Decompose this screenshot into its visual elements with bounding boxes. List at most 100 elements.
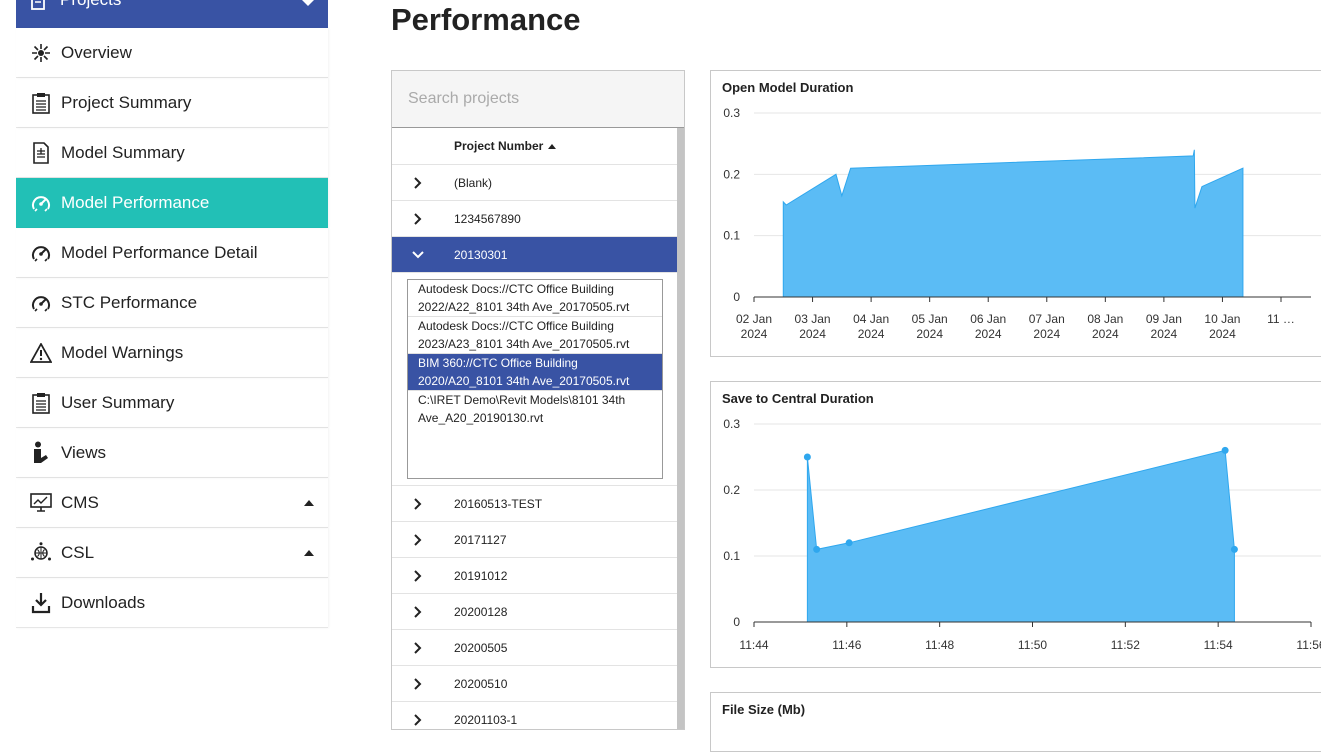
x-tick-label: 07 Jan <box>1029 312 1065 326</box>
chevron-right-icon[interactable] <box>392 176 454 189</box>
chevron-right-icon[interactable] <box>392 641 454 654</box>
x-tick-label: 11:54 <box>1204 638 1233 652</box>
sidebar-item-stc-performance[interactable]: STC Performance <box>16 278 328 328</box>
sidebar-item-label: STC Performance <box>61 292 198 312</box>
sidebar-item-user-summary[interactable]: User Summary <box>16 378 328 428</box>
download-icon <box>30 592 52 614</box>
project-row[interactable]: 20171127 <box>392 522 677 558</box>
project-number: 20130301 <box>454 247 508 262</box>
y-tick-label: 0.2 <box>723 483 740 497</box>
clipboard-icon <box>30 392 52 414</box>
model-path-line: BIM 360://CTC Office Building <box>418 356 578 370</box>
model-path-line: Autodesk Docs://CTC Office Building <box>418 282 614 296</box>
page-title: Performance <box>391 2 581 37</box>
x-tick-label-year: 2024 <box>858 327 885 341</box>
project-row[interactable]: 20160513-TEST <box>392 486 677 522</box>
search-projects-input[interactable] <box>392 71 684 128</box>
project-row[interactable]: 20200128 <box>392 594 677 630</box>
projects-icon <box>30 0 48 10</box>
project-number: 20200505 <box>454 640 508 655</box>
speedometer-icon <box>30 192 52 214</box>
globe-icon <box>30 541 52 564</box>
chevron-down-icon[interactable] <box>392 250 454 260</box>
project-number: 20200128 <box>454 604 508 619</box>
sidebar-item-label: Views <box>61 442 107 462</box>
project-row[interactable]: 20200505 <box>392 630 677 666</box>
document-icon <box>30 141 52 164</box>
sidebar-item-label: CMS <box>61 492 99 512</box>
project-row[interactable]: 20201103-1 <box>392 702 677 729</box>
model-item-selected[interactable]: BIM 360://CTC Office Building 2020/A20_8… <box>408 354 662 391</box>
chevron-right-icon[interactable] <box>392 497 454 510</box>
warning-icon <box>30 342 52 364</box>
x-tick-label-year: 2024 <box>799 327 826 341</box>
chart-title: Open Model Duration <box>722 80 854 95</box>
data-point <box>803 453 811 461</box>
speedometer-icon <box>30 242 52 264</box>
y-tick-label: 0.1 <box>723 229 740 243</box>
area-series <box>782 149 1244 298</box>
sidebar-item-downloads[interactable]: Downloads <box>16 578 328 628</box>
model-item[interactable]: Autodesk Docs://CTC Office Building 2022… <box>408 280 662 317</box>
data-point <box>845 539 853 547</box>
column-header-project-number[interactable]: Project Number <box>392 128 677 165</box>
chevron-right-icon[interactable] <box>392 713 454 726</box>
sidebar-item-csl[interactable]: CSL <box>16 528 328 578</box>
x-tick-label: 11:46 <box>832 638 861 652</box>
chevron-right-icon[interactable] <box>392 569 454 582</box>
sidebar-item-model-summary[interactable]: Model Summary <box>16 128 328 178</box>
chart-title: File Size (Mb) <box>722 702 806 717</box>
person-icon <box>30 441 52 464</box>
sidebar-item-cms[interactable]: CMS <box>16 478 328 528</box>
project-number: 20201103-1 <box>454 712 518 727</box>
x-tick-label-year: 2024 <box>741 327 768 341</box>
chart-save-to-central-duration: Save to Central Duration 0 0.1 0.2 0.3 11:44… <box>710 381 1321 668</box>
sidebar-item-label: Model Performance Detail <box>61 242 258 262</box>
x-tick-label-year: 2024 <box>1209 327 1236 341</box>
project-number: 20160513-TEST <box>454 496 543 511</box>
model-item[interactable]: C:\IRET Demo\Revit Models\8101 34th Ave_… <box>408 391 662 427</box>
sidebar-item-model-warnings[interactable]: Model Warnings <box>16 328 328 378</box>
project-row[interactable]: (Blank) <box>392 165 677 201</box>
model-item[interactable]: Autodesk Docs://CTC Office Building 2023… <box>408 317 662 354</box>
project-row-selected[interactable]: 20130301 <box>392 237 677 273</box>
clipboard-icon <box>30 92 52 114</box>
y-tick-label: 0 <box>733 290 740 304</box>
chevron-right-icon[interactable] <box>392 677 454 690</box>
project-number: 1234567890 <box>454 211 521 226</box>
chart-open-model-duration: Open Model Duration 0 0.1 0.2 0.3 02 Jan 2024… <box>710 70 1321 357</box>
project-row[interactable]: 20200510 <box>392 666 677 702</box>
x-tick-label: 11:48 <box>925 638 954 652</box>
model-path-line: Autodesk Docs://CTC Office Building <box>418 319 614 333</box>
sidebar-item-views[interactable]: Views <box>16 428 328 478</box>
model-list[interactable]: Autodesk Docs://CTC Office Building 2022… <box>407 279 663 479</box>
x-tick-label: 11:52 <box>1111 638 1140 652</box>
sidebar-item-project-summary[interactable]: Project Summary <box>16 78 328 128</box>
project-number: 20171127 <box>454 532 507 547</box>
chevron-right-icon[interactable] <box>392 533 454 546</box>
sidebar-item-overview[interactable]: Overview <box>16 28 328 78</box>
projects-menu-header[interactable]: Projects <box>16 0 328 28</box>
chevron-right-icon[interactable] <box>392 605 454 618</box>
x-tick-label: 10 Jan <box>1204 312 1240 326</box>
sidebar-item-model-performance[interactable]: Model Performance <box>16 178 328 228</box>
sidebar-item-label: CSL <box>61 542 95 562</box>
overview-icon <box>30 42 52 64</box>
project-row[interactable]: 20191012 <box>392 558 677 594</box>
scrollbar[interactable] <box>677 128 684 729</box>
project-row[interactable]: 1234567890 <box>392 201 677 237</box>
sidebar-item-label: Model Performance <box>61 192 210 212</box>
monitor-icon <box>30 492 52 514</box>
area-series <box>806 449 1235 623</box>
sidebar-item-model-performance-detail[interactable]: Model Performance Detail <box>16 228 328 278</box>
chevron-up-icon[interactable] <box>304 499 314 506</box>
chevron-down-icon[interactable] <box>302 0 314 6</box>
project-number: 20191012 <box>454 568 508 583</box>
y-tick-label: 0.1 <box>723 549 740 563</box>
x-tick-label-year: 2024 <box>975 327 1002 341</box>
chevron-up-icon[interactable] <box>304 549 314 556</box>
sidebar-item-label: Model Summary <box>61 142 185 162</box>
chevron-right-icon[interactable] <box>392 212 454 225</box>
project-number: 20200510 <box>454 676 508 691</box>
